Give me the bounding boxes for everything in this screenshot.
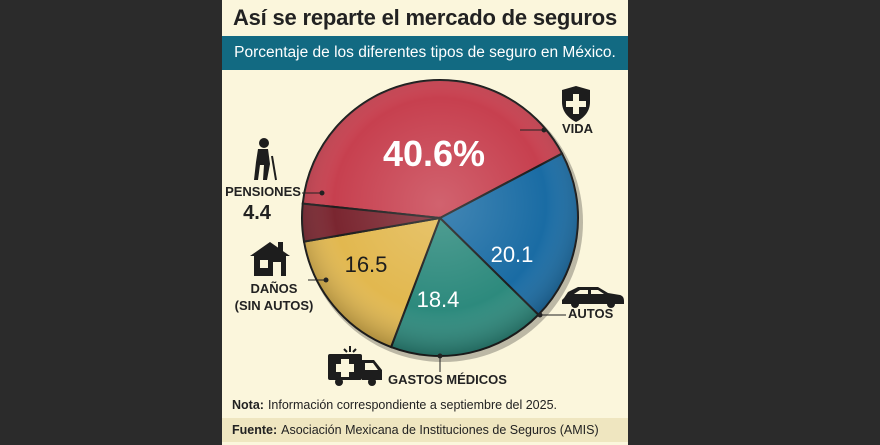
note-text: Información correspondiente a septiembre…: [267, 398, 558, 412]
legend-label-danos-line2: (SIN AUTOS): [234, 298, 314, 313]
pie-chart: 40.6% 20.1 18.4 16.5: [250, 79, 624, 386]
legend-label-danos: DAÑOS (SIN AUTOS): [226, 280, 322, 314]
legend-label-gastos: GASTOS MÉDICOS: [388, 372, 507, 387]
infographic-card: Así se reparte el mercado de seguros Por…: [222, 0, 628, 445]
leader-dot-pensiones: [319, 190, 325, 196]
car-icon: [562, 287, 624, 308]
data-label-vida: 40.6%: [383, 133, 485, 174]
subtitle-bar: Porcentaje de los diferentes tipos de se…: [222, 36, 628, 70]
shield-icon: [562, 86, 590, 122]
subtitle-text: Porcentaje de los diferentes tipos de se…: [234, 44, 616, 61]
legend-label-vida: VIDA: [562, 121, 594, 136]
note-label: Nota:: [232, 398, 264, 412]
data-label-autos: 20.1: [491, 242, 534, 267]
data-label-gastos: 18.4: [417, 287, 460, 312]
source-text: Asociación Mexicana de Instituciones de …: [281, 423, 599, 437]
data-label-danos: 16.5: [345, 252, 388, 277]
leader-dot-vida: [541, 127, 547, 133]
leader-dot-autos: [537, 312, 543, 318]
leader-dot-danos: [323, 277, 329, 283]
source-label: Fuente:: [232, 423, 278, 437]
pie-shading: [302, 80, 578, 356]
legend-label-autos: AUTOS: [568, 306, 614, 321]
legend-label-pensiones: PENSIONES: [225, 184, 301, 199]
house-icon: [250, 242, 290, 276]
source-row: Fuente: Asociación Mexicana de Instituci…: [222, 418, 628, 442]
legend-label-danos-line1: DAÑOS: [250, 281, 298, 296]
page-title: Así se reparte el mercado de seguros: [222, 0, 628, 36]
note-row: Nota: Información correspondiente a sept…: [222, 393, 628, 417]
elderly-person-icon: [254, 138, 277, 181]
ambulance-icon: [328, 346, 382, 386]
leader-dot-gastos: [437, 353, 443, 359]
data-label-pensiones: 4.4: [243, 202, 271, 224]
